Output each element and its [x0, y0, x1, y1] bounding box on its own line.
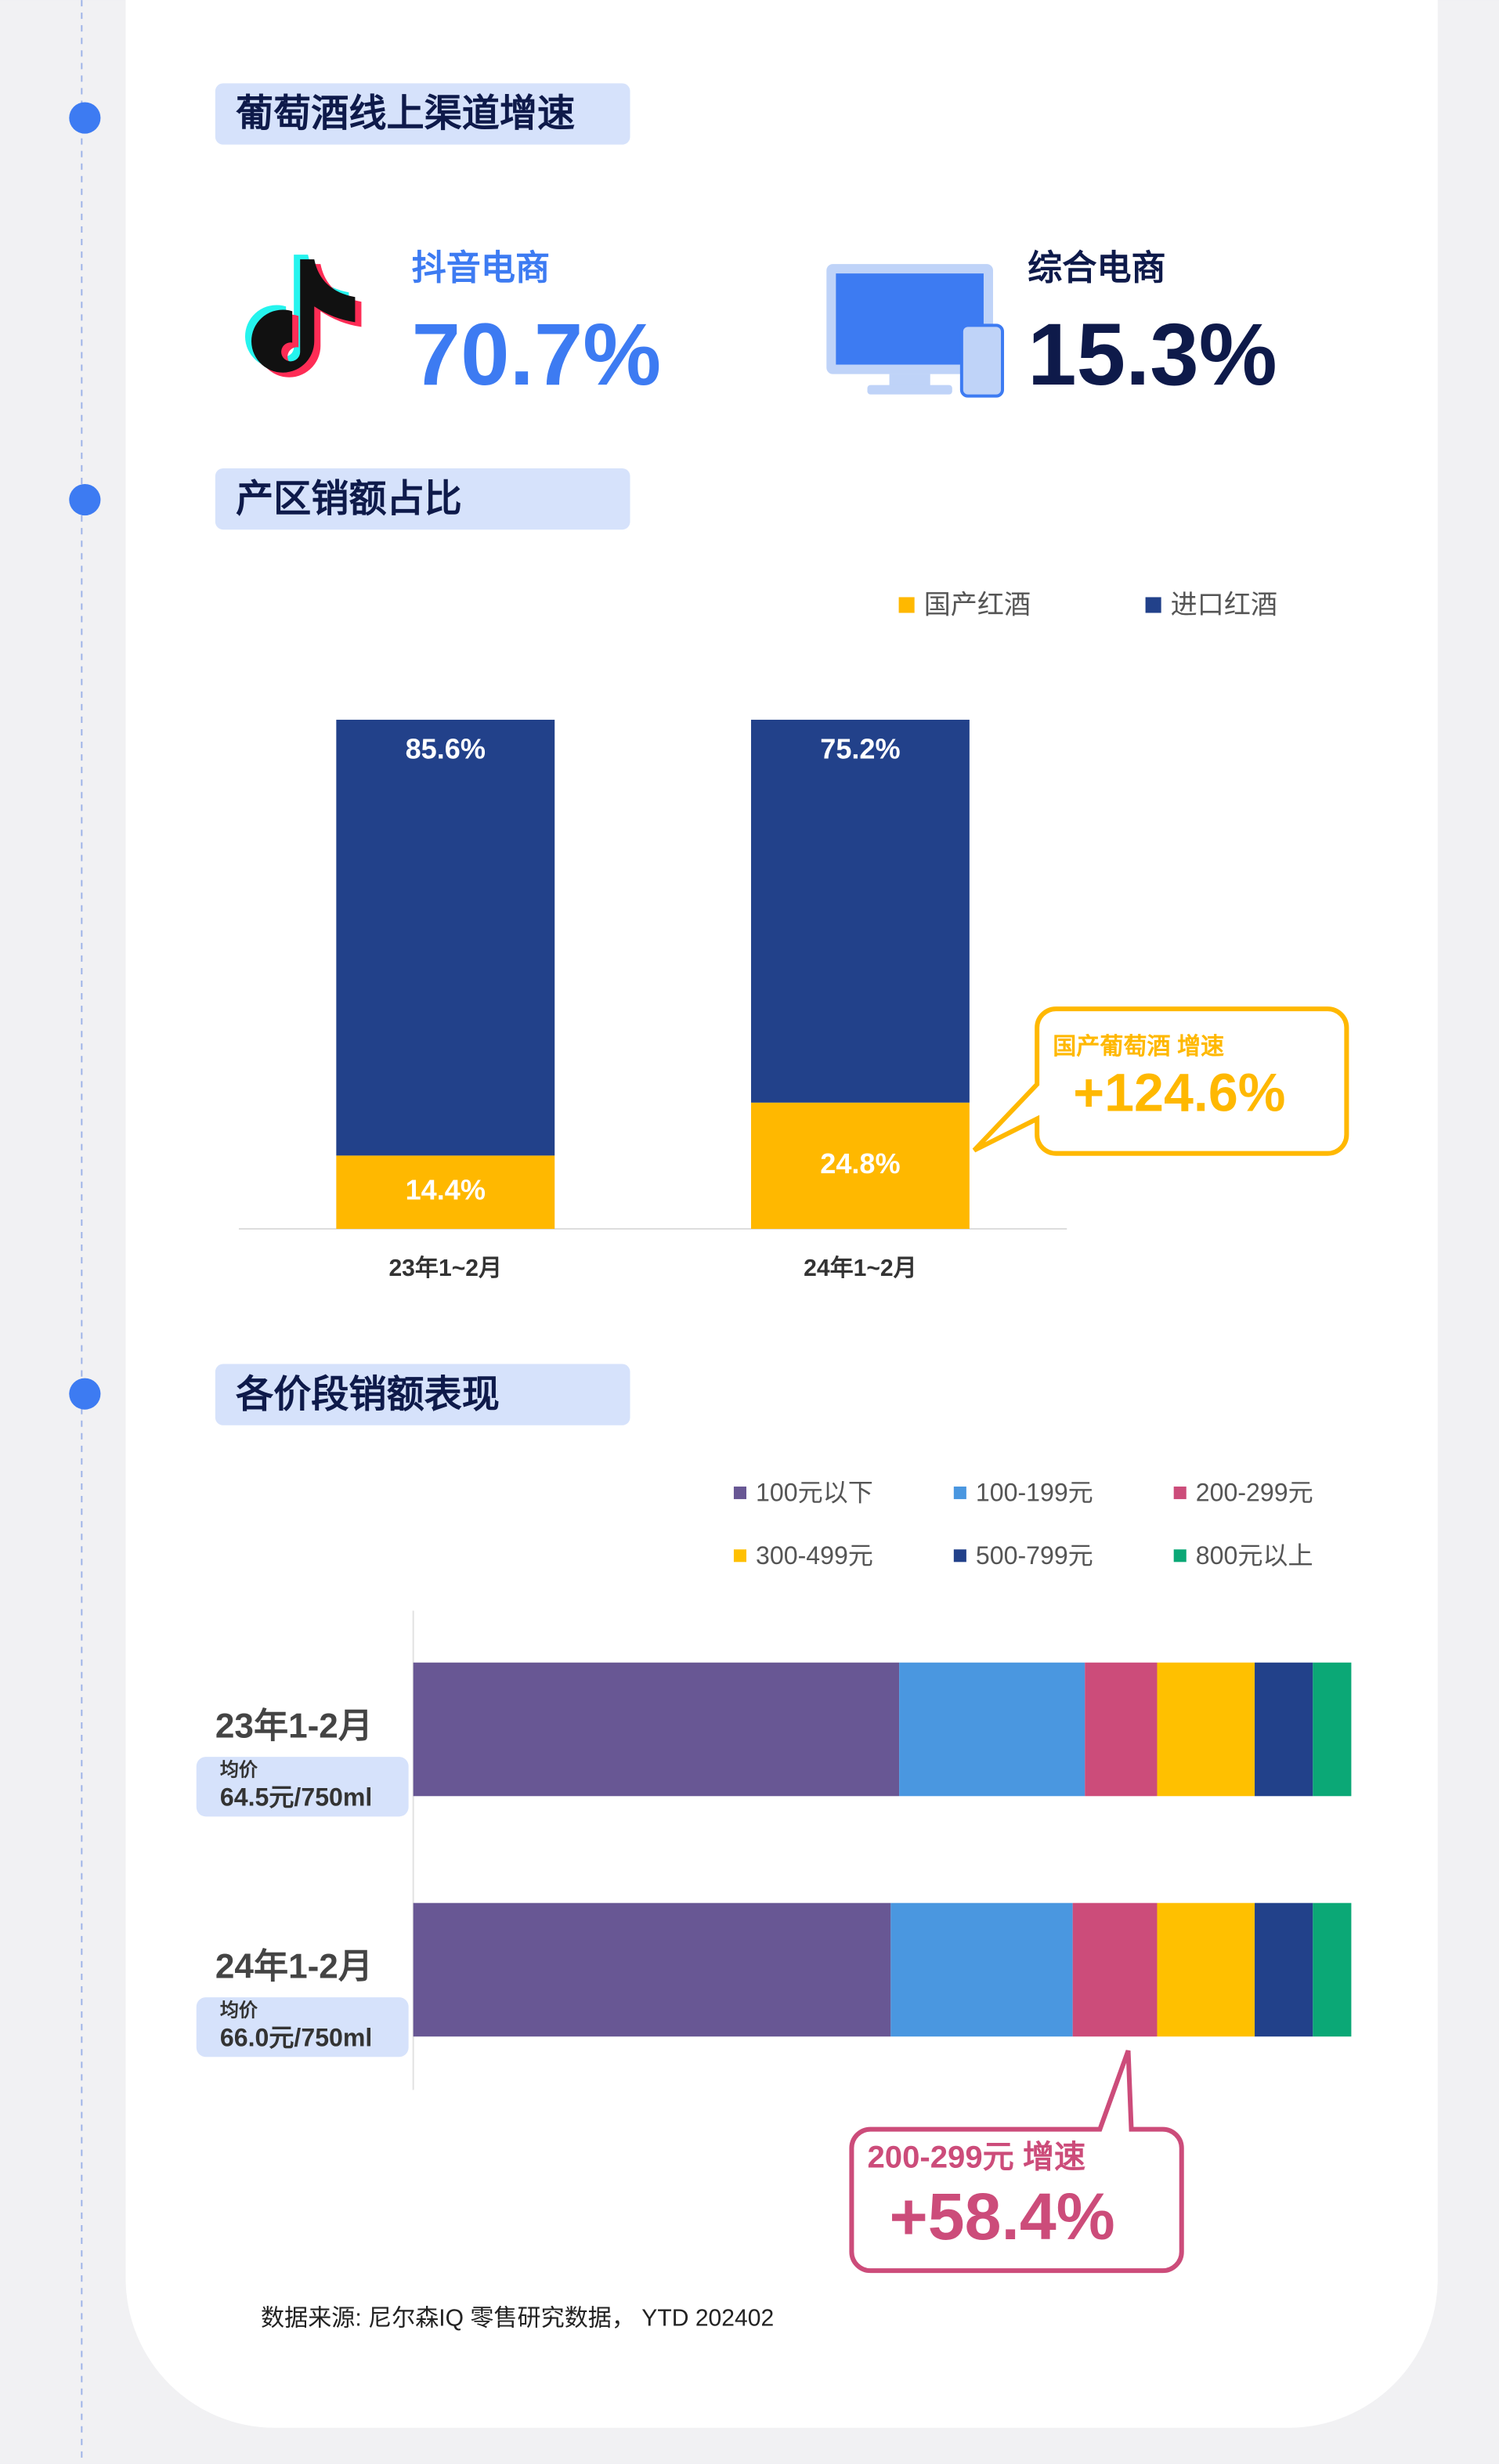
bar-segment: [1157, 1662, 1255, 1797]
legend-swatch: [1173, 1549, 1187, 1563]
legend-label: 300-499元: [756, 1541, 873, 1570]
douyin-icon: [244, 255, 362, 378]
bar-segment: [413, 1902, 891, 2037]
bar-segment: [413, 1662, 900, 1797]
legend-label: 200-299元: [1196, 1479, 1313, 1507]
bar-segment: [336, 719, 555, 1156]
timeline-dot: [69, 1378, 101, 1410]
value-label: 24.8%: [820, 1147, 900, 1180]
section-title: 产区销额占比: [236, 478, 462, 520]
bar-segment: [751, 719, 970, 1103]
section-header: [215, 468, 630, 530]
y-tick-label: 24年1-2月: [215, 1948, 373, 1986]
timeline-dot: [69, 484, 101, 516]
x-tick-label: 23年1~2月: [388, 1255, 502, 1281]
section-title: 各价段销额表现: [236, 1373, 500, 1415]
bar-segment: [1255, 1902, 1313, 2037]
source-note: 数据来源: 尼尔森IQ 零售研究数据， YTD 202402: [261, 2305, 774, 2331]
legend-swatch: [953, 1549, 966, 1563]
callout-value: +124.6%: [1073, 1063, 1285, 1122]
legend-swatch: [898, 597, 915, 613]
computer-icon: [826, 264, 1005, 398]
legend-swatch: [733, 1487, 746, 1500]
bar-segment: [336, 1155, 555, 1229]
channel-growth: 70.7%: [412, 305, 662, 403]
price-box: [196, 1997, 409, 2058]
legend-swatch: [1145, 597, 1161, 613]
channel-name: 综合电商: [1028, 249, 1166, 287]
channel-growth: 15.3%: [1028, 305, 1277, 403]
section-header: [215, 83, 630, 145]
legend-label: 500-799元: [976, 1541, 1093, 1570]
bar-segment: [890, 1902, 1073, 2037]
price-label: 均价: [220, 1759, 258, 1781]
legend-label: 100-199元: [976, 1479, 1093, 1507]
callout-label: 国产葡萄酒 增速: [1053, 1034, 1224, 1060]
callout-label: 200-299元 增速: [867, 2139, 1085, 2174]
timeline-dot: [69, 102, 101, 134]
value-label: 75.2%: [820, 733, 900, 765]
bar-segment: [1255, 1662, 1313, 1797]
legend-swatch: [1173, 1487, 1187, 1500]
bar-segment: [1313, 1662, 1352, 1797]
bar-segment: [899, 1662, 1085, 1797]
legend-label: 100元以下: [756, 1479, 873, 1507]
price-box: [196, 1757, 409, 1817]
bar-segment: [751, 1102, 970, 1229]
bar-segment: [1085, 1662, 1158, 1797]
price-value: 64.5元/750ml: [220, 1783, 372, 1812]
value-label: 85.6%: [406, 733, 486, 765]
callout: [849, 2050, 1184, 2274]
bar-segment: [1157, 1902, 1255, 2037]
legend-label: 800元以上: [1196, 1541, 1313, 1570]
callout-value: +58.4%: [890, 2180, 1115, 2253]
legend-swatch: [733, 1549, 746, 1563]
price-label: 均价: [220, 1999, 258, 2021]
section-header: [215, 1364, 630, 1425]
bar-segment: [1313, 1902, 1352, 2037]
value-label: 14.4%: [406, 1174, 486, 1206]
price-value: 66.0元/750ml: [220, 2024, 372, 2052]
x-tick-label: 24年1~2月: [804, 1255, 917, 1281]
callout: [972, 1006, 1349, 1156]
legend-swatch: [953, 1487, 966, 1500]
channel-name: 抖音电商: [412, 249, 551, 287]
y-tick-label: 23年1-2月: [215, 1707, 373, 1746]
legend-label: 国产红酒: [924, 591, 1031, 620]
bar-segment: [1072, 1902, 1158, 2037]
section-title: 葡萄酒线上渠道增速: [236, 92, 575, 135]
legend-label: 进口红酒: [1171, 591, 1277, 620]
